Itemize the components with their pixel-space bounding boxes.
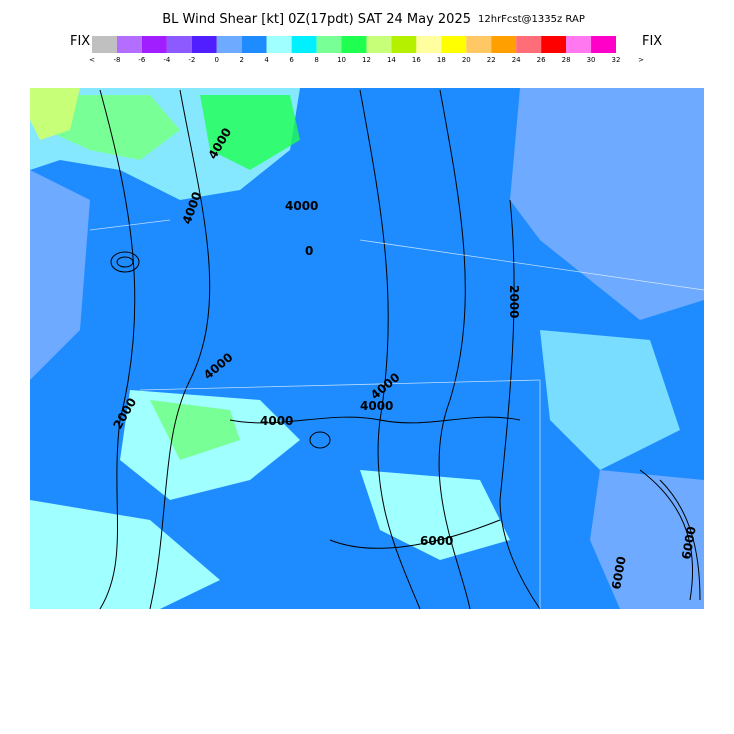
colorbar-box: [92, 36, 117, 53]
title: BL Wind Shear [kt] 0Z(17pdt) SAT 24 May …: [162, 12, 471, 27]
shade-region: [510, 88, 704, 320]
subtitle: 12hrFcst@1335z RAP: [478, 14, 585, 25]
colorbar-box: [416, 36, 442, 53]
colorbar-box: [316, 36, 342, 53]
colorbar-box: [116, 36, 142, 53]
colorbar-box: [491, 36, 517, 53]
colorbar-label: <: [89, 56, 95, 64]
colorbar-box: [466, 36, 492, 53]
contour-label: 2000: [507, 285, 521, 318]
colorbar-box: [191, 36, 217, 53]
shade-region: [590, 470, 704, 609]
colorbar-box: [391, 36, 417, 53]
colorbar-label: 4: [264, 56, 269, 64]
colorbar-label: >: [638, 56, 644, 64]
shade-region: [150, 400, 240, 460]
shade-region: [200, 95, 300, 170]
colorbar-label: -4: [163, 56, 171, 64]
map: [30, 88, 705, 610]
colorbar-box: [266, 36, 292, 53]
colorbar-box: [241, 36, 267, 53]
colorbar-label: 14: [387, 56, 396, 64]
colorbar-box: [516, 36, 542, 53]
colorbar-box: [441, 36, 467, 53]
colorbar-box: [216, 36, 242, 53]
colorbar-label: 28: [562, 56, 571, 64]
colorbar-label: -2: [188, 56, 195, 64]
contours: [99, 89, 701, 610]
colorbar-label: 30: [587, 56, 596, 64]
colorbar-label: 18: [437, 56, 446, 64]
contour-label: 4000: [260, 414, 293, 428]
contour-label: 6000: [679, 525, 699, 560]
colorbar-label: -6: [138, 56, 146, 64]
shade-region: [360, 470, 510, 560]
colorbar-box: [591, 36, 616, 53]
colorbar-label: 16: [412, 56, 421, 64]
colorbar-box: [541, 36, 567, 53]
borders: [89, 219, 705, 609]
colorbar-label: 12: [362, 56, 371, 64]
contour-label: 4000: [360, 399, 393, 413]
colorbar-label: 24: [512, 56, 521, 64]
colorbar-label: 0: [215, 56, 219, 64]
colorbar-label: -8: [113, 56, 120, 64]
contour-label: 6000: [609, 555, 629, 590]
shade-region: [540, 330, 680, 470]
colorbar-label: 10: [337, 56, 346, 64]
colorbar-label: 26: [537, 56, 546, 64]
colorbar-label: 8: [314, 56, 318, 64]
fix-right: FIX: [642, 34, 662, 49]
colorbar-box: [566, 36, 592, 53]
colorbar-label: 6: [289, 56, 294, 64]
colorbar-box: [291, 36, 317, 53]
colorbar-label: 20: [462, 56, 471, 64]
contour-label: 4000: [285, 199, 318, 213]
shade-region: [30, 500, 220, 609]
contour-label: 0: [305, 244, 313, 258]
colorbar-box: [366, 36, 392, 53]
shade-region: [30, 88, 80, 140]
colorbar-label: 22: [487, 56, 496, 64]
shade-region: [30, 170, 90, 380]
colorbar-label: 32: [612, 56, 621, 64]
contour-label: 6000: [420, 534, 453, 548]
colorbar-box: [341, 36, 367, 53]
colorbar-label: 2: [239, 56, 243, 64]
fix-left: FIX: [70, 34, 90, 49]
colorbar-box: [166, 36, 192, 53]
colorbar: < -8 -6 -4 -2 0 2 4 6 8 10 12 14 16 18 20 22 24 26 28 30 32 >: [89, 36, 644, 64]
colorbar-box: [141, 36, 167, 53]
